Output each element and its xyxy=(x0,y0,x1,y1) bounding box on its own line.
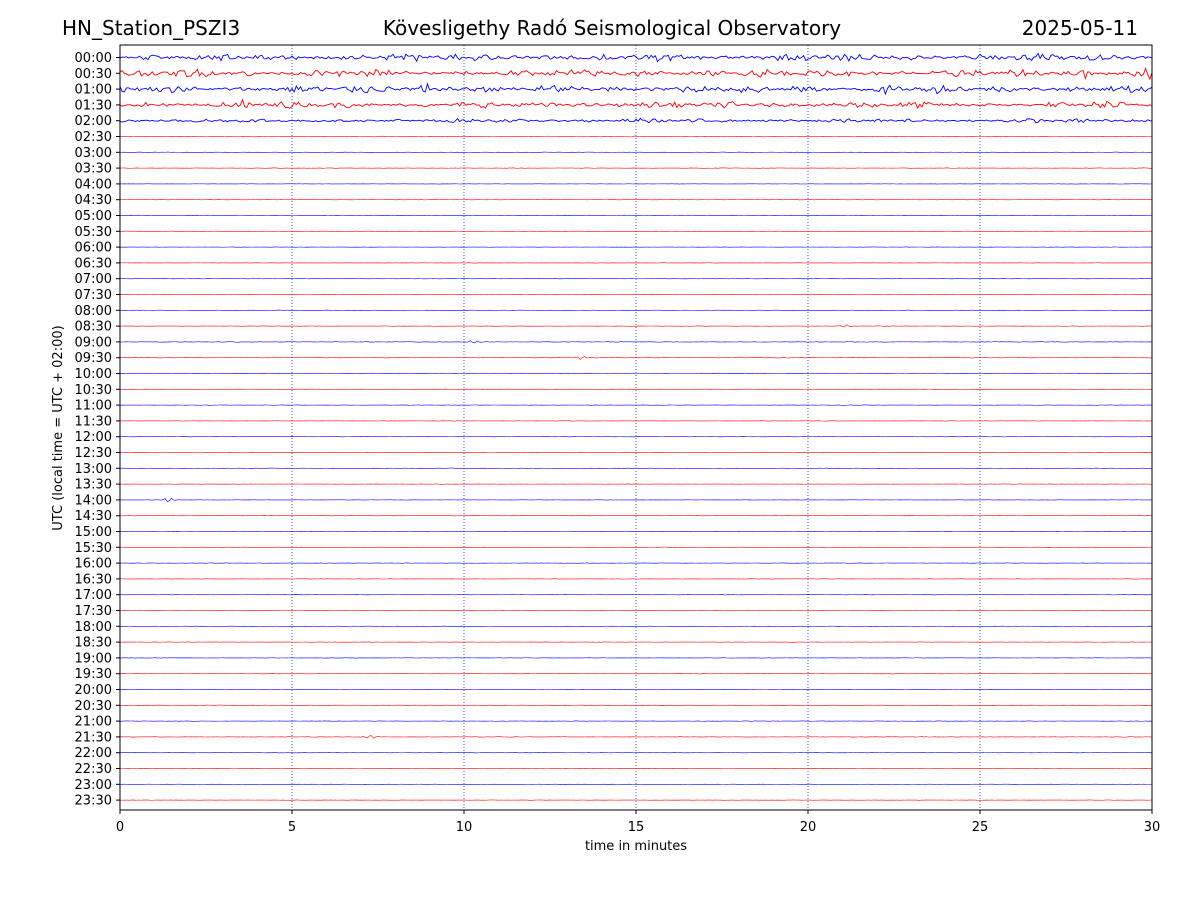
row-label-21: 10:30 xyxy=(75,383,112,398)
row-label-18: 09:00 xyxy=(75,335,112,350)
row-label-26: 13:00 xyxy=(75,462,112,477)
row-label-15: 07:30 xyxy=(75,288,112,303)
trace-0100 xyxy=(119,82,1153,96)
row-label-0: 00:00 xyxy=(75,51,112,66)
row-label-37: 18:30 xyxy=(75,636,112,651)
row-label-38: 19:00 xyxy=(75,651,112,666)
x-tick-label-6: 30 xyxy=(1144,820,1161,835)
row-label-32: 16:00 xyxy=(75,557,112,572)
x-tick-label-1: 5 xyxy=(288,820,296,835)
trace-0030 xyxy=(119,67,1153,81)
row-label-1: 00:30 xyxy=(75,67,112,82)
trace-1400 xyxy=(119,498,1153,503)
trace-0130 xyxy=(119,98,1153,110)
row-label-24: 12:00 xyxy=(75,430,112,445)
row-label-29: 14:30 xyxy=(75,509,112,524)
row-label-33: 16:30 xyxy=(75,572,112,587)
trace-0930 xyxy=(119,356,1153,360)
y-ticks: 00:0000:3001:0001:3002:0002:3003:0003:30… xyxy=(75,51,120,809)
row-label-20: 10:00 xyxy=(75,367,112,382)
trace-0300 xyxy=(119,151,1153,153)
row-label-36: 18:00 xyxy=(75,620,112,635)
row-label-9: 04:30 xyxy=(75,193,112,208)
row-label-39: 19:30 xyxy=(75,667,112,682)
row-label-5: 02:30 xyxy=(75,130,112,145)
row-label-11: 05:30 xyxy=(75,225,112,240)
row-label-41: 20:30 xyxy=(75,699,112,714)
trace-0900 xyxy=(119,340,1153,344)
trace-2100 xyxy=(119,720,1153,722)
row-label-30: 15:00 xyxy=(75,525,112,540)
row-label-6: 03:00 xyxy=(75,146,112,161)
observatory-title: Kövesligethy Radó Seismological Observat… xyxy=(382,16,842,40)
row-label-23: 11:30 xyxy=(75,414,112,429)
x-tick-label-5: 25 xyxy=(972,820,989,835)
row-label-19: 09:30 xyxy=(75,351,112,366)
row-label-46: 23:00 xyxy=(75,778,112,793)
grid-lines xyxy=(291,45,981,810)
x-tick-label-0: 0 xyxy=(116,820,124,835)
row-label-10: 05:00 xyxy=(75,209,112,224)
row-label-27: 13:30 xyxy=(75,478,112,493)
row-label-22: 11:00 xyxy=(75,399,112,414)
x-axis-label: time in minutes xyxy=(585,839,687,854)
y-axis-label: UTC (local time = UTC + 02:00) xyxy=(51,325,66,530)
trace-0200 xyxy=(119,117,1153,124)
x-tick-label-3: 15 xyxy=(628,820,645,835)
row-label-45: 22:30 xyxy=(75,762,112,777)
trace-0830 xyxy=(119,324,1153,328)
trace-0330 xyxy=(119,167,1153,169)
station-title: HN_Station_PSZI3 xyxy=(62,16,241,40)
row-label-43: 21:30 xyxy=(75,730,112,745)
row-label-4: 02:00 xyxy=(75,114,112,129)
row-label-14: 07:00 xyxy=(75,272,112,287)
x-ticks: 0 5 10 15 20 25 30 xyxy=(116,810,1160,835)
row-label-2: 01:00 xyxy=(75,83,112,98)
traces xyxy=(119,52,1153,801)
row-label-35: 17:30 xyxy=(75,604,112,619)
trace-0000 xyxy=(119,52,1153,63)
row-label-47: 23:30 xyxy=(75,794,112,809)
row-label-44: 22:00 xyxy=(75,746,112,761)
row-label-28: 14:00 xyxy=(75,493,112,508)
row-label-31: 15:30 xyxy=(75,541,112,556)
trace-2130 xyxy=(119,735,1153,739)
trace-0230 xyxy=(119,135,1153,138)
date-title: 2025-05-11 xyxy=(1021,16,1138,40)
x-tick-label-2: 10 xyxy=(456,820,473,835)
row-label-8: 04:00 xyxy=(75,177,112,192)
row-label-25: 12:30 xyxy=(75,446,112,461)
row-label-12: 06:00 xyxy=(75,241,112,256)
x-tick-label-4: 20 xyxy=(800,820,817,835)
row-label-16: 08:00 xyxy=(75,304,112,319)
row-label-7: 03:30 xyxy=(75,162,112,177)
row-label-34: 17:00 xyxy=(75,588,112,603)
row-label-40: 20:00 xyxy=(75,683,112,698)
row-label-3: 01:30 xyxy=(75,98,112,113)
row-label-17: 08:30 xyxy=(75,320,112,335)
row-label-42: 21:00 xyxy=(75,715,112,730)
row-label-13: 06:30 xyxy=(75,256,112,271)
